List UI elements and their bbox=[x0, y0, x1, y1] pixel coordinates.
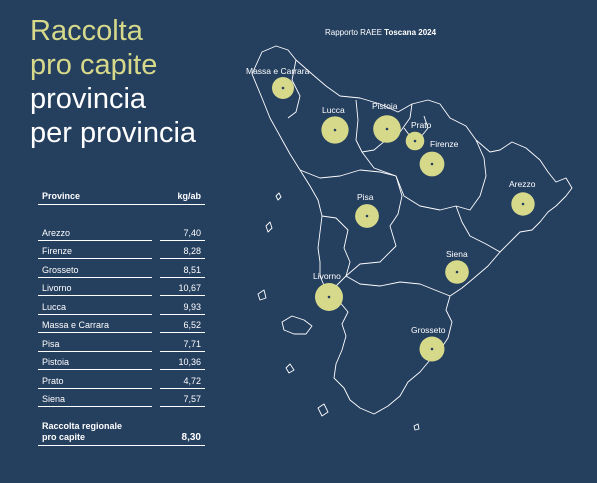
bubble-center-dot bbox=[413, 139, 417, 143]
row-province: Pisa bbox=[38, 339, 152, 352]
title-line-1: Raccolta bbox=[30, 15, 143, 47]
island-montecristo bbox=[285, 363, 295, 374]
table-row: Pistoia 10,36 bbox=[38, 352, 205, 370]
row-value: 10,36 bbox=[160, 357, 205, 370]
row-value: 7,40 bbox=[160, 228, 205, 241]
row-province: Lucca bbox=[38, 302, 152, 315]
table-row: Firenze 8,28 bbox=[38, 241, 205, 259]
bubble-center-dot bbox=[430, 347, 434, 351]
row-value: 10,67 bbox=[160, 283, 205, 296]
table-row: Lucca 9,93 bbox=[38, 296, 205, 315]
table-row: Grosseto 8,51 bbox=[38, 259, 205, 278]
bubble-center-dot bbox=[430, 162, 434, 166]
island-pianosa bbox=[257, 289, 267, 301]
regional-total-row: Raccolta regionale pro capite 8,30 bbox=[38, 421, 205, 446]
row-province: Pistoia bbox=[38, 357, 152, 370]
row-province: Grosseto bbox=[38, 265, 152, 278]
row-value: 8,28 bbox=[160, 246, 205, 259]
bubble-center-dot bbox=[455, 270, 459, 274]
table-header: Province kg/ab bbox=[38, 191, 205, 205]
island-giannutri bbox=[413, 423, 420, 431]
island-elba bbox=[281, 315, 313, 335]
label-livorno: Livorno bbox=[313, 271, 341, 281]
boundary-massa bbox=[287, 59, 301, 119]
label-prato: Prato bbox=[411, 120, 432, 130]
row-value: 4,72 bbox=[160, 376, 205, 389]
label-siena: Siena bbox=[446, 249, 468, 259]
table-row: Arezzo 7,40 bbox=[38, 222, 205, 241]
bubble-center-dot bbox=[327, 295, 331, 299]
header-province: Province bbox=[42, 191, 81, 201]
boundary-pisa-siena bbox=[333, 175, 403, 289]
row-province: Firenze bbox=[38, 246, 152, 259]
row-province: Arezzo bbox=[38, 228, 152, 241]
report-bold: Toscana 2024 bbox=[384, 28, 437, 37]
bubble-center-dot bbox=[365, 214, 369, 218]
label-arezzo: Arezzo bbox=[509, 179, 536, 189]
report-prefix: Rapporto RAEE bbox=[325, 28, 382, 37]
label-massa-e-carrara: Massa e Carrara bbox=[246, 66, 310, 76]
boundary-firenze bbox=[361, 139, 487, 211]
row-province: Siena bbox=[38, 394, 152, 407]
label-pisa: Pisa bbox=[357, 192, 374, 202]
island-capraia bbox=[265, 221, 273, 233]
row-province: Livorno bbox=[38, 283, 152, 296]
title-line-3: provincia bbox=[30, 83, 147, 115]
label-firenze: Firenze bbox=[430, 139, 459, 149]
total-label-line-2: pro capite bbox=[42, 432, 86, 442]
regional-total-label: Raccolta regionale pro capite bbox=[42, 421, 162, 443]
header-unit: kg/ab bbox=[177, 191, 201, 201]
row-value: 7,71 bbox=[160, 339, 205, 352]
table-row: Massa e Carrara 6,52 bbox=[38, 315, 205, 333]
bubble-center-dot bbox=[521, 202, 525, 206]
region-outline bbox=[251, 45, 573, 415]
page-title: Raccolta pro capite provincia per provin… bbox=[30, 14, 196, 150]
row-province: Massa e Carrara bbox=[38, 320, 152, 333]
title-line-4: per provincia bbox=[30, 117, 197, 149]
bubble-center-dot bbox=[281, 86, 285, 90]
row-value: 7,57 bbox=[160, 394, 205, 407]
boundary-pisa-livorno bbox=[321, 215, 351, 277]
boundary-arezzo-siena bbox=[455, 205, 501, 253]
bubble-center-dot bbox=[385, 127, 389, 131]
total-label-line-1: Raccolta regionale bbox=[42, 421, 123, 431]
label-lucca: Lucca bbox=[322, 105, 345, 115]
label-pistoia: Pistoia bbox=[372, 101, 398, 111]
data-table: Province kg/ab Arezzo 7,40 Firenze 8,28 Gr… bbox=[38, 191, 205, 446]
table-row: Livorno 10,67 bbox=[38, 278, 205, 296]
table-row: Siena 7,57 bbox=[38, 389, 205, 407]
island-giglio bbox=[317, 403, 329, 417]
row-value: 6,52 bbox=[160, 320, 205, 333]
label-grosseto: Grosseto bbox=[411, 325, 446, 335]
report-caption: Rapporto RAEE Toscana 2024 bbox=[325, 28, 436, 37]
bubble-center-dot bbox=[333, 128, 337, 132]
title-line-2: pro capite bbox=[30, 49, 158, 81]
boundary-north-pisa bbox=[299, 169, 397, 179]
row-value: 9,93 bbox=[160, 302, 205, 315]
regional-total-value: 8,30 bbox=[181, 432, 201, 443]
row-value: 8,51 bbox=[160, 265, 205, 278]
table-row: Prato 4,72 bbox=[38, 370, 205, 389]
boundary-lucca-pistoia bbox=[355, 99, 413, 153]
boundary-siena-grosseto bbox=[345, 275, 451, 297]
island-gorgona bbox=[275, 192, 282, 201]
row-province: Prato bbox=[38, 376, 152, 389]
table-row: Pisa 7,71 bbox=[38, 333, 205, 352]
